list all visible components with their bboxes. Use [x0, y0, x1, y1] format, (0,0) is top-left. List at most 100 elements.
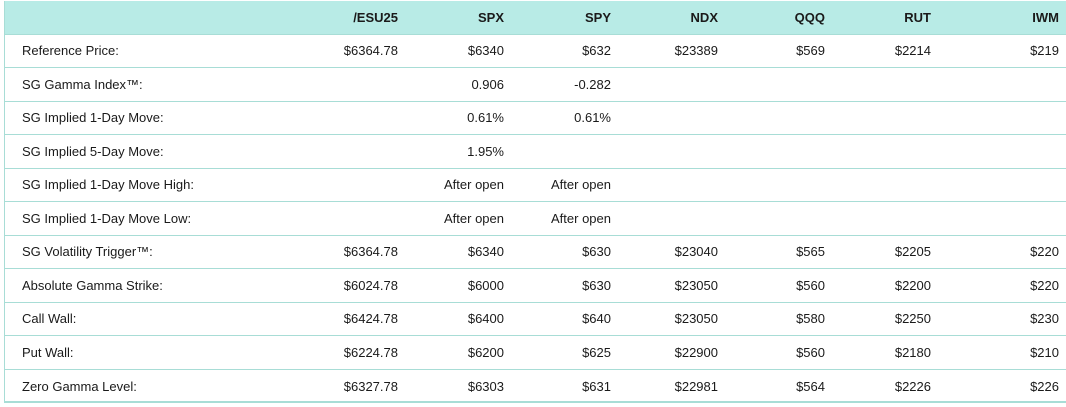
row-label: SG Volatility Trigger™: [5, 235, 291, 269]
table-row: Call Wall: $6424.78 $6400 $640 $23050 $580 $22… [5, 302, 1066, 336]
cell-spy: -0.282 [512, 67, 619, 102]
cell-qqq: $565 [726, 235, 833, 269]
cell-spy: 0.61% [512, 101, 619, 135]
cell-spx: $6303 [467, 378, 504, 394]
column-header-rut: RUT [833, 1, 939, 35]
cell-spy: $630 [512, 235, 619, 269]
cell-spy: $630 [512, 268, 619, 303]
header-label-cell [5, 1, 291, 35]
row-label: SG Implied 1-Day Move High: [5, 168, 291, 202]
cell-rut: $2180 [833, 335, 939, 370]
column-header-iwm: IWM [939, 1, 1066, 35]
row-label: Reference Price: [5, 34, 291, 68]
table-row: SG Volatility Trigger™: $6364.78 $6340 $630… [5, 235, 1066, 269]
cell-qqq [726, 168, 833, 202]
cell-qqq [726, 134, 833, 169]
cell-rut [833, 67, 939, 102]
cell-rut [833, 201, 939, 236]
row-label: Put Wall: [5, 335, 291, 370]
column-header-esu25: /ESU25 [291, 1, 406, 35]
table-header-row: /ESU25 SPX SPY NDX QQQ RUT IWM [5, 1, 1066, 35]
cell-rut [833, 134, 939, 169]
column-header-qqq: QQQ [726, 1, 833, 35]
table-row: Zero Gamma Level: $6327.78 $6303 $631 $22981… [5, 369, 1066, 403]
cell-ndx [619, 101, 726, 135]
table-row: SG Implied 1-Day Move High: After open Aft… [5, 168, 1066, 202]
cell-iwm: $220 [939, 235, 1066, 269]
column-header-spx: SPX [406, 1, 512, 35]
cell-qqq [726, 67, 833, 102]
cell-spy: After open [512, 201, 619, 236]
cell-esu25: $6327.78 [343, 378, 398, 394]
cell-iwm: $219 [939, 34, 1066, 68]
key-levels-table-container: /ESU25 SPX SPY NDX QQQ RUT IWM Reference… [4, 1, 1066, 403]
cell-qqq [726, 101, 833, 135]
cell-iwm: $220 [939, 268, 1066, 303]
cell-ndx: $22900 [619, 335, 726, 370]
key-levels-table: /ESU25 SPX SPY NDX QQQ RUT IWM Reference… [5, 1, 1066, 403]
cell-qqq: $580 [726, 302, 833, 336]
cell-ndx [619, 134, 726, 169]
cell-qqq [726, 201, 833, 236]
row-label: Call Wall: [5, 302, 291, 336]
cell-ndx: $23050 [619, 302, 726, 336]
cell-iwm [939, 67, 1066, 102]
cell-esu25 [291, 168, 406, 202]
cell-esu25: $6424.78 [291, 302, 406, 336]
cell-ndx [619, 67, 726, 102]
cell-spy: After open [512, 168, 619, 202]
cell-qqq: $564 [796, 378, 825, 394]
cell-ndx [619, 201, 726, 236]
cell-esu25 [291, 67, 406, 102]
row-label: SG Gamma Index™: [5, 67, 291, 102]
cell-rut: $2226 [894, 378, 931, 394]
column-header-spy: SPY [512, 1, 619, 35]
cell-ndx: $23040 [619, 235, 726, 269]
cell-spy: $631 [582, 378, 611, 394]
cell-rut: $2250 [833, 302, 939, 336]
cell-spx: $6000 [406, 268, 512, 303]
row-label: SG Implied 5-Day Move: [5, 134, 291, 169]
cell-iwm [939, 201, 1066, 236]
cell-iwm: $210 [939, 335, 1066, 370]
cell-iwm: $226 [1030, 378, 1059, 394]
row-label: SG Implied 1-Day Move Low: [5, 201, 291, 236]
cell-rut [833, 168, 939, 202]
table-row: Put Wall: $6224.78 $6200 $625 $22900 $560 $218… [5, 335, 1066, 370]
cell-esu25: $6364.78 [291, 235, 406, 269]
cell-rut: $2214 [833, 34, 939, 68]
cell-iwm: $230 [939, 302, 1066, 336]
table-row: SG Implied 1-Day Move: 0.61% 0.61% [5, 101, 1066, 135]
cell-qqq: $560 [726, 268, 833, 303]
cell-rut: $2200 [833, 268, 939, 303]
column-header-ndx: NDX [619, 1, 726, 35]
cell-iwm [939, 101, 1066, 135]
row-label: Zero Gamma Level: [22, 378, 137, 394]
table-row: Absolute Gamma Strike: $6024.78 $6000 $630 $… [5, 268, 1066, 303]
cell-spy [512, 134, 619, 169]
cell-spy: $632 [512, 34, 619, 68]
table-row: Reference Price: $6364.78 $6340 $632 $23389 $… [5, 34, 1066, 68]
cell-ndx: $23389 [619, 34, 726, 68]
cell-spy: $625 [512, 335, 619, 370]
row-label: Absolute Gamma Strike: [5, 268, 291, 303]
cell-esu25 [291, 134, 406, 169]
table-row: SG Gamma Index™: 0.906 -0.282 [5, 67, 1066, 102]
table-row: SG Implied 1-Day Move Low: After open Afte… [5, 201, 1066, 236]
cell-spx: $6400 [406, 302, 512, 336]
cell-spx: 1.95% [406, 134, 512, 169]
cell-ndx: $23050 [619, 268, 726, 303]
cell-qqq: $560 [726, 335, 833, 370]
cell-spx: $6340 [406, 34, 512, 68]
cell-spx: $6340 [406, 235, 512, 269]
cell-ndx [619, 168, 726, 202]
cell-esu25: $6224.78 [291, 335, 406, 370]
cell-iwm [939, 134, 1066, 169]
cell-esu25 [291, 201, 406, 236]
cell-spx: 0.61% [406, 101, 512, 135]
cell-esu25: $6024.78 [291, 268, 406, 303]
cell-spx: After open [406, 168, 512, 202]
cell-spx: 0.906 [406, 67, 512, 102]
cell-iwm [939, 168, 1066, 202]
cell-esu25 [291, 101, 406, 135]
